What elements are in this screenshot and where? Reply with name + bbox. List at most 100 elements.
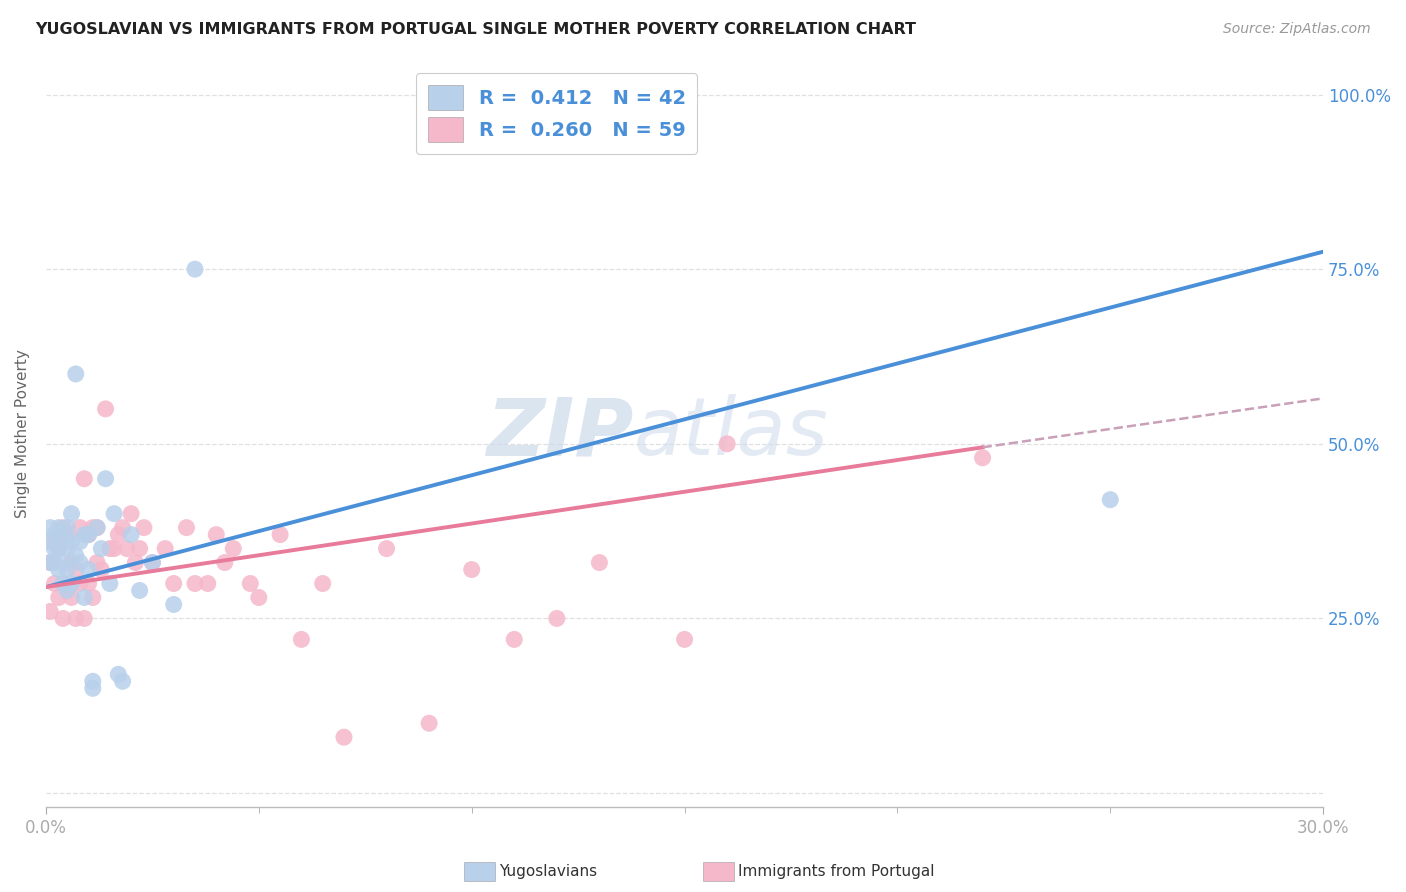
Point xyxy=(52,527,75,541)
Point xyxy=(247,591,270,605)
Point xyxy=(77,527,100,541)
Point xyxy=(222,541,245,556)
Text: atlas: atlas xyxy=(634,394,828,473)
Point xyxy=(69,521,91,535)
Point xyxy=(52,556,75,570)
Point xyxy=(103,507,125,521)
Point xyxy=(48,563,70,577)
Point xyxy=(115,541,138,556)
Point xyxy=(269,527,291,541)
Point xyxy=(205,527,228,541)
Point xyxy=(673,632,696,647)
Point xyxy=(44,527,66,541)
Point xyxy=(60,534,83,549)
Point xyxy=(73,611,96,625)
Point xyxy=(69,556,91,570)
Point xyxy=(163,576,186,591)
Point xyxy=(73,472,96,486)
Point xyxy=(48,541,70,556)
Point xyxy=(333,730,356,744)
Point xyxy=(197,576,219,591)
Text: YUGOSLAVIAN VS IMMIGRANTS FROM PORTUGAL SINGLE MOTHER POVERTY CORRELATION CHART: YUGOSLAVIAN VS IMMIGRANTS FROM PORTUGAL … xyxy=(35,22,917,37)
Point xyxy=(52,576,75,591)
Point xyxy=(48,521,70,535)
Point xyxy=(86,521,108,535)
Point xyxy=(290,632,312,647)
Point xyxy=(56,563,79,577)
Point xyxy=(82,674,104,689)
Point xyxy=(82,591,104,605)
Text: Source: ZipAtlas.com: Source: ZipAtlas.com xyxy=(1223,22,1371,37)
Point xyxy=(52,521,75,535)
Point xyxy=(69,576,91,591)
Point xyxy=(588,556,610,570)
Point xyxy=(972,450,994,465)
Point xyxy=(39,556,62,570)
Point xyxy=(44,541,66,556)
Point xyxy=(176,521,198,535)
Point xyxy=(107,527,129,541)
Point xyxy=(312,576,335,591)
Point xyxy=(460,563,482,577)
Point xyxy=(39,521,62,535)
Point xyxy=(56,527,79,541)
Point xyxy=(98,576,121,591)
Point xyxy=(44,576,66,591)
Point xyxy=(39,604,62,618)
Point xyxy=(111,674,134,689)
Point xyxy=(69,534,91,549)
Point xyxy=(184,576,207,591)
Point xyxy=(73,591,96,605)
Point xyxy=(77,527,100,541)
Point xyxy=(60,576,83,591)
Point xyxy=(60,591,83,605)
Point xyxy=(65,549,87,563)
Point xyxy=(44,556,66,570)
Point xyxy=(418,716,440,731)
Point xyxy=(153,541,176,556)
Point xyxy=(82,521,104,535)
Point xyxy=(60,556,83,570)
Point xyxy=(128,583,150,598)
Point xyxy=(86,521,108,535)
Point xyxy=(184,262,207,277)
Point xyxy=(120,507,142,521)
Text: Yugoslavians: Yugoslavians xyxy=(499,864,598,879)
Point xyxy=(56,583,79,598)
Point xyxy=(503,632,526,647)
Point xyxy=(86,556,108,570)
Point xyxy=(128,541,150,556)
Point xyxy=(56,541,79,556)
Text: ZIP: ZIP xyxy=(486,394,634,473)
Point xyxy=(111,521,134,535)
Point xyxy=(375,541,398,556)
Point xyxy=(56,576,79,591)
Point xyxy=(60,507,83,521)
Point xyxy=(39,534,62,549)
Text: Immigrants from Portugal: Immigrants from Portugal xyxy=(738,864,935,879)
Point xyxy=(90,563,112,577)
Point xyxy=(716,437,738,451)
Point xyxy=(124,556,146,570)
Point xyxy=(77,576,100,591)
Point xyxy=(39,556,62,570)
Point xyxy=(56,521,79,535)
Point xyxy=(82,681,104,696)
Point xyxy=(132,521,155,535)
Point xyxy=(65,367,87,381)
Point xyxy=(120,527,142,541)
Point xyxy=(48,591,70,605)
Point xyxy=(141,556,163,570)
Point xyxy=(73,527,96,541)
Legend: R =  0.412   N = 42, R =  0.260   N = 59: R = 0.412 N = 42, R = 0.260 N = 59 xyxy=(416,73,697,154)
Point xyxy=(65,563,87,577)
Y-axis label: Single Mother Poverty: Single Mother Poverty xyxy=(15,349,30,517)
Point xyxy=(65,611,87,625)
Point xyxy=(214,556,236,570)
Point xyxy=(1099,492,1122,507)
Point xyxy=(98,541,121,556)
Point xyxy=(94,472,117,486)
Point xyxy=(52,611,75,625)
Point xyxy=(90,541,112,556)
Point xyxy=(239,576,262,591)
